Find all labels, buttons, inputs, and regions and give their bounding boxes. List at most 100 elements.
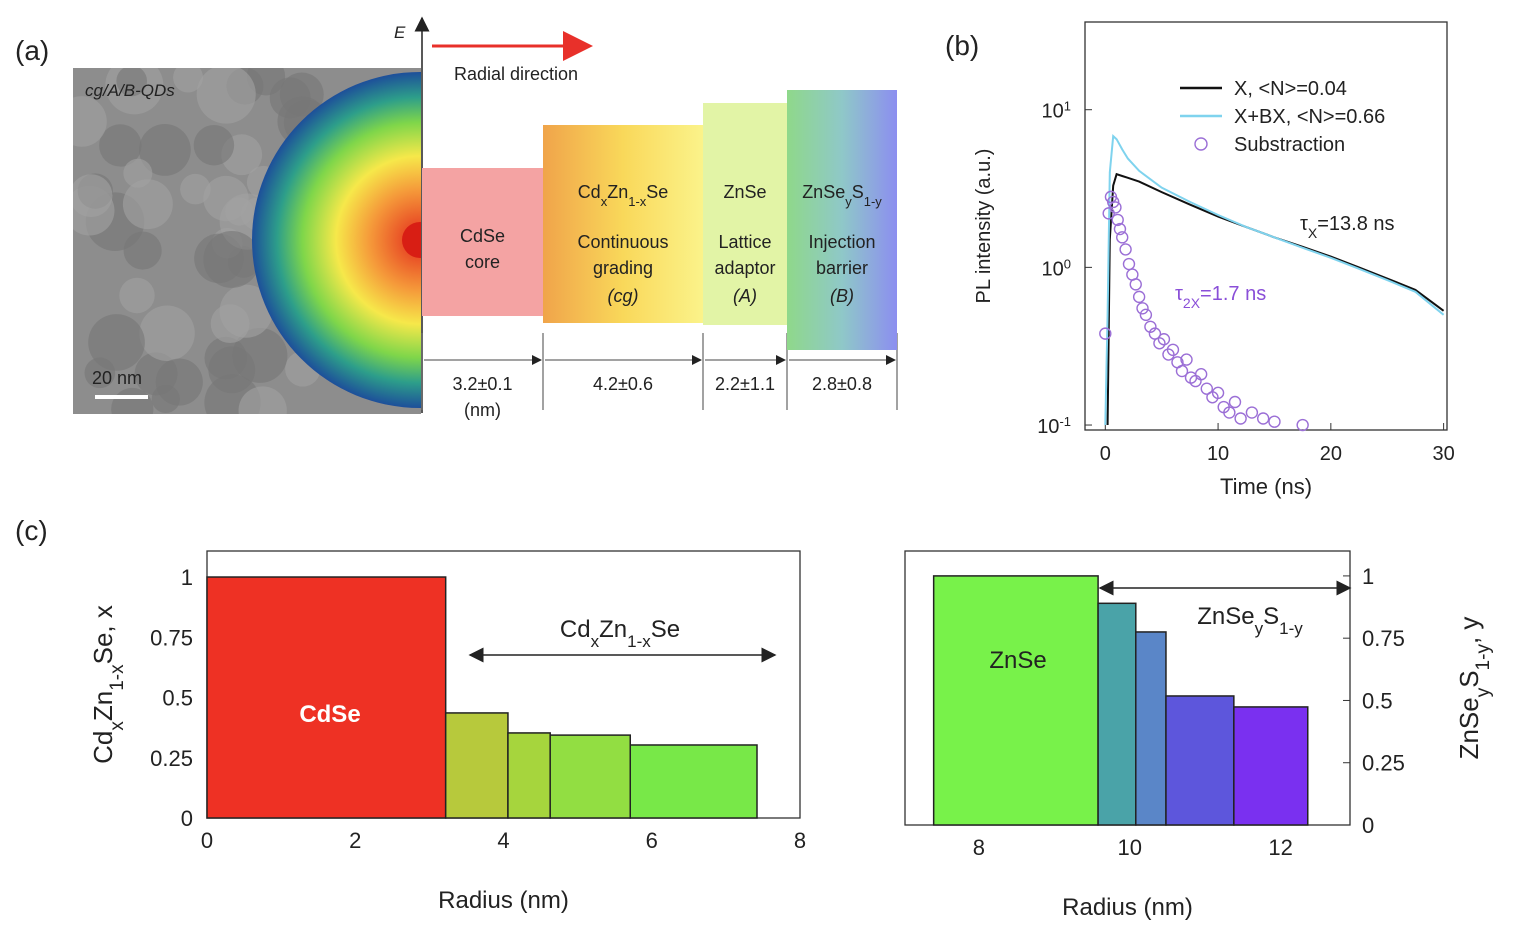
x-tick-label: 30	[1432, 443, 1454, 465]
subscript: y	[845, 194, 852, 209]
layer-tag: (cg)	[608, 286, 639, 306]
layer-text: CdSe	[460, 226, 505, 246]
data-point	[1162, 348, 1175, 361]
particle	[173, 68, 204, 93]
text-part: Zn	[607, 182, 628, 202]
particle	[73, 174, 113, 218]
layer-text: Continuous	[577, 232, 668, 252]
subscript: 1-y	[864, 194, 883, 209]
text-part: Se	[651, 616, 680, 643]
x-tick-label: 8	[794, 828, 806, 853]
data-point	[1200, 382, 1213, 395]
text-part: Cd	[578, 182, 601, 202]
annotation: ZnSe	[989, 647, 1046, 674]
y-tick-label: 1	[1362, 564, 1374, 589]
particle	[73, 96, 107, 147]
data-point	[1099, 327, 1112, 340]
data-point	[1234, 412, 1247, 425]
data-point	[1116, 231, 1129, 244]
text-part: ZnSe	[723, 182, 766, 202]
particle	[196, 68, 256, 124]
data-point	[1132, 290, 1146, 304]
data-line	[1106, 172, 1445, 426]
y-axis-label: ZnSeyS1-y, y	[1454, 617, 1494, 760]
data-point	[1228, 395, 1242, 409]
particle	[180, 173, 211, 205]
text-part: , y	[1454, 617, 1484, 644]
subscript: x	[591, 632, 600, 651]
image-label: cg/A/B-QDs	[85, 81, 175, 100]
text-part: τ	[1175, 283, 1183, 305]
annotation: ZnSeyS1-y	[1197, 603, 1303, 638]
text-part: Se	[646, 182, 668, 202]
data-point	[1111, 213, 1124, 227]
direction-label: Radial direction	[454, 64, 578, 84]
x-axis-label: Time (ns)	[1220, 474, 1312, 499]
text-part: ZnSe	[989, 647, 1046, 674]
data-point	[1211, 386, 1225, 400]
layer-text: Lattice	[718, 232, 771, 252]
y-tick-label: 0.5	[1362, 688, 1393, 713]
layer-tag: (A)	[733, 286, 757, 306]
y-tick-label: 0.5	[162, 686, 193, 711]
subscript: 1-x	[628, 194, 647, 209]
y-tick-label: 0.75	[1362, 626, 1405, 651]
bar	[444, 712, 509, 819]
data-point	[1175, 364, 1189, 378]
data-point	[1268, 415, 1281, 428]
energy-label: E	[394, 23, 406, 42]
layer-width: 4.2±0.6	[593, 374, 653, 394]
bar	[1135, 631, 1167, 826]
particle	[88, 314, 145, 371]
legend-label: X+BX, <N>=0.66	[1234, 106, 1385, 128]
layer-width: 2.8±0.8	[812, 374, 872, 394]
bar	[1165, 695, 1235, 826]
subscript: x	[601, 194, 608, 209]
particle	[84, 357, 116, 389]
text-part: =1.7 ns	[1200, 283, 1266, 305]
text-part: CdSe	[299, 701, 360, 728]
layer-width: 2.2±1.1	[715, 374, 775, 394]
band-block	[703, 103, 787, 325]
subscript: y	[1473, 687, 1494, 697]
particle	[123, 231, 162, 270]
text-part: S	[1263, 603, 1279, 630]
text-part: τ	[1300, 213, 1308, 235]
legend-label: Substraction	[1234, 134, 1345, 156]
particle	[122, 179, 173, 230]
data-point	[1122, 257, 1136, 271]
y-tick-label: 0.75	[150, 625, 193, 650]
layer-text: adaptor	[714, 258, 775, 278]
tick-base: 10	[1042, 101, 1064, 123]
tick-base: 10	[1042, 258, 1064, 280]
annotation: CdSe	[299, 701, 360, 728]
x-tick-label: 20	[1320, 443, 1342, 465]
layer-text: core	[465, 252, 500, 272]
text-part: ZnSe	[802, 182, 845, 202]
y-axis-label: CdxZn1-xSe, x	[88, 605, 128, 764]
band-block	[422, 168, 543, 316]
particle	[155, 358, 203, 406]
y-tick-label: 0	[181, 806, 193, 831]
data-point	[1119, 243, 1132, 256]
tick-exponent: -1	[1059, 414, 1071, 429]
legend-label: X, <N>=0.04	[1234, 78, 1347, 100]
shell-sphere	[252, 72, 421, 408]
text-part: Zn	[88, 691, 118, 721]
bar	[932, 575, 1099, 826]
text-part: ZnSe	[1454, 697, 1484, 759]
bar	[1097, 602, 1137, 826]
particle	[119, 277, 155, 314]
tick-base: 10	[1037, 416, 1059, 438]
x-tick-label: 4	[497, 828, 509, 853]
subscript: 1-x	[107, 664, 128, 691]
particle	[203, 231, 261, 288]
tick-exponent: 0	[1064, 256, 1071, 271]
subscript: y	[1255, 619, 1264, 638]
legend-marker	[1194, 137, 1208, 151]
subscript: 2X	[1183, 295, 1201, 311]
